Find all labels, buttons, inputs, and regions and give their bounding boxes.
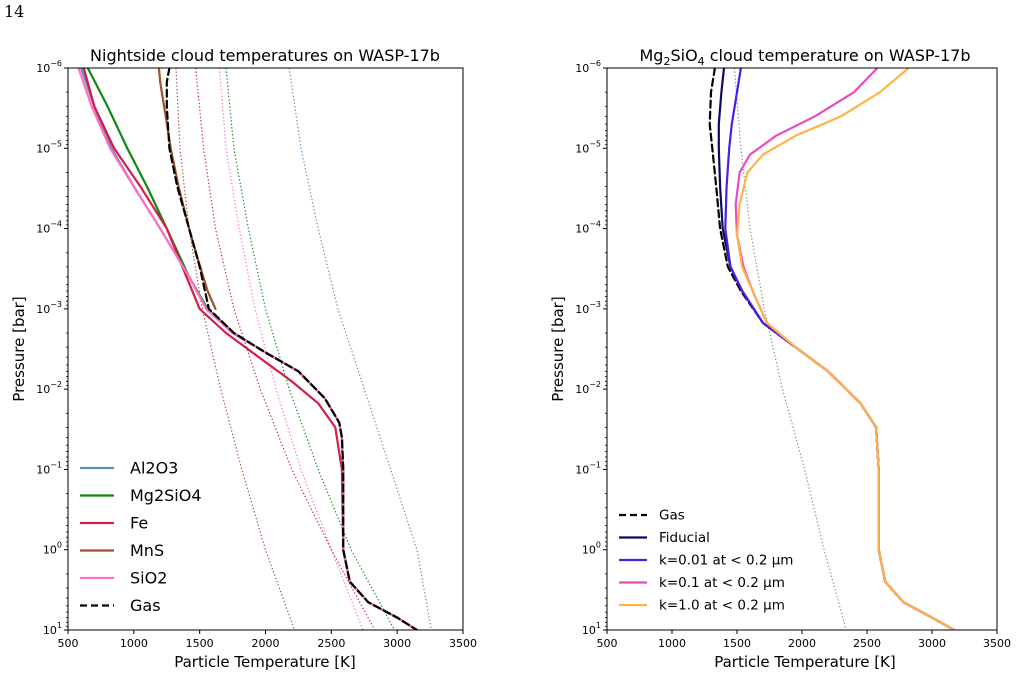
y-axis-label: Pressure [bar] [549, 296, 567, 401]
y-tick-label: 10−4 [36, 220, 62, 236]
legend-label: k=0.01 at < 0.2 μm [659, 553, 793, 569]
legend-label: Fe [130, 514, 148, 533]
legend-label: k=0.1 at < 0.2 μm [659, 575, 785, 591]
title-subscript: 2 [663, 55, 670, 68]
chart-title: Nightside cloud temperatures on WASP-17b [90, 46, 440, 65]
x-tick-label: 2500 [317, 637, 345, 650]
y-tick-label: 10−6 [36, 59, 62, 75]
series-line [708, 68, 956, 630]
x-tick-label: 2000 [252, 637, 280, 650]
legend-label: Gas [130, 596, 161, 615]
legend-label: k=1.0 at < 0.2 μm [659, 598, 785, 614]
y-tick-label: 10−5 [575, 139, 601, 155]
series-line [195, 68, 376, 630]
y-tick-label: 10−2 [36, 380, 62, 396]
legend-label: Al2O3 [130, 459, 178, 478]
legend-label: MnS [130, 541, 164, 560]
x-tick-label: 2500 [853, 637, 881, 650]
series-line [288, 68, 432, 630]
y-tick-label: 10−2 [575, 380, 601, 396]
x-tick-label: 1500 [723, 637, 751, 650]
x-tick-label: 2000 [788, 637, 816, 650]
y-tick-label: 10−3 [575, 300, 601, 316]
x-tick-label: 500 [597, 637, 618, 650]
x-tick-label: 3500 [449, 637, 477, 650]
y-axis-label: Pressure [bar] [10, 296, 28, 401]
series-line [175, 68, 296, 630]
page-number: 14 [4, 2, 25, 21]
title-part: cloud temperature on WASP-17b [705, 46, 971, 65]
left-chart: 500 1000 1500 2000 2500 3000 3500 10−6 10−5 10−4 1… [10, 46, 477, 671]
legend: Al2O3 Mg2SiO4 Fe MnS SiO2 Gas [80, 459, 202, 615]
y-tick-label: 100 [43, 541, 62, 557]
right-chart: 500 1000 1500 2000 2500 3000 3500 10−6 10−5 10−4 1… [549, 46, 1011, 671]
y-tick-label: 10−4 [575, 220, 601, 236]
legend-label: SiO2 [130, 569, 167, 588]
x-tick-label: 1000 [120, 637, 148, 650]
series-line [735, 68, 956, 630]
x-tick-label: 1000 [658, 637, 686, 650]
y-tick-label: 10−6 [575, 59, 601, 75]
series-line [157, 68, 217, 310]
title-subscript: 4 [698, 55, 705, 68]
y-tick-label: 101 [582, 621, 601, 637]
series-line [218, 68, 364, 630]
y-tick-label: 100 [582, 541, 601, 557]
plot-frame [67, 67, 464, 631]
x-tick-label: 3000 [383, 637, 411, 650]
series-line [165, 68, 418, 630]
title-part: Mg [640, 46, 664, 65]
x-tick-label: 3000 [918, 637, 946, 650]
y-tick-label: 10−1 [36, 460, 62, 476]
x-axis-label: Particle Temperature [K] [714, 653, 896, 671]
series-line [225, 68, 396, 630]
title-part: SiO [670, 46, 697, 65]
series-line [733, 68, 847, 630]
legend: Gas Fiducial k=0.01 at < 0.2 μm k=0.1 at < … [619, 508, 793, 614]
x-tick-label: 3500 [983, 637, 1011, 650]
x-tick-label: 1500 [186, 637, 214, 650]
legend-label: Fiducial [659, 530, 710, 546]
y-tick-label: 10−3 [36, 300, 62, 316]
legend-label: Gas [659, 508, 685, 524]
x-tick-label: 500 [58, 637, 79, 650]
y-tick-label: 10−5 [36, 139, 62, 155]
y-tick-label: 10−1 [575, 460, 601, 476]
x-axis-label: Particle Temperature [K] [174, 653, 356, 671]
chart-title: Mg2SiO4 cloud temperature on WASP-17b [640, 46, 971, 68]
series-line [724, 68, 956, 630]
legend-label: Mg2SiO4 [130, 486, 202, 505]
y-tick-label: 101 [43, 621, 62, 637]
